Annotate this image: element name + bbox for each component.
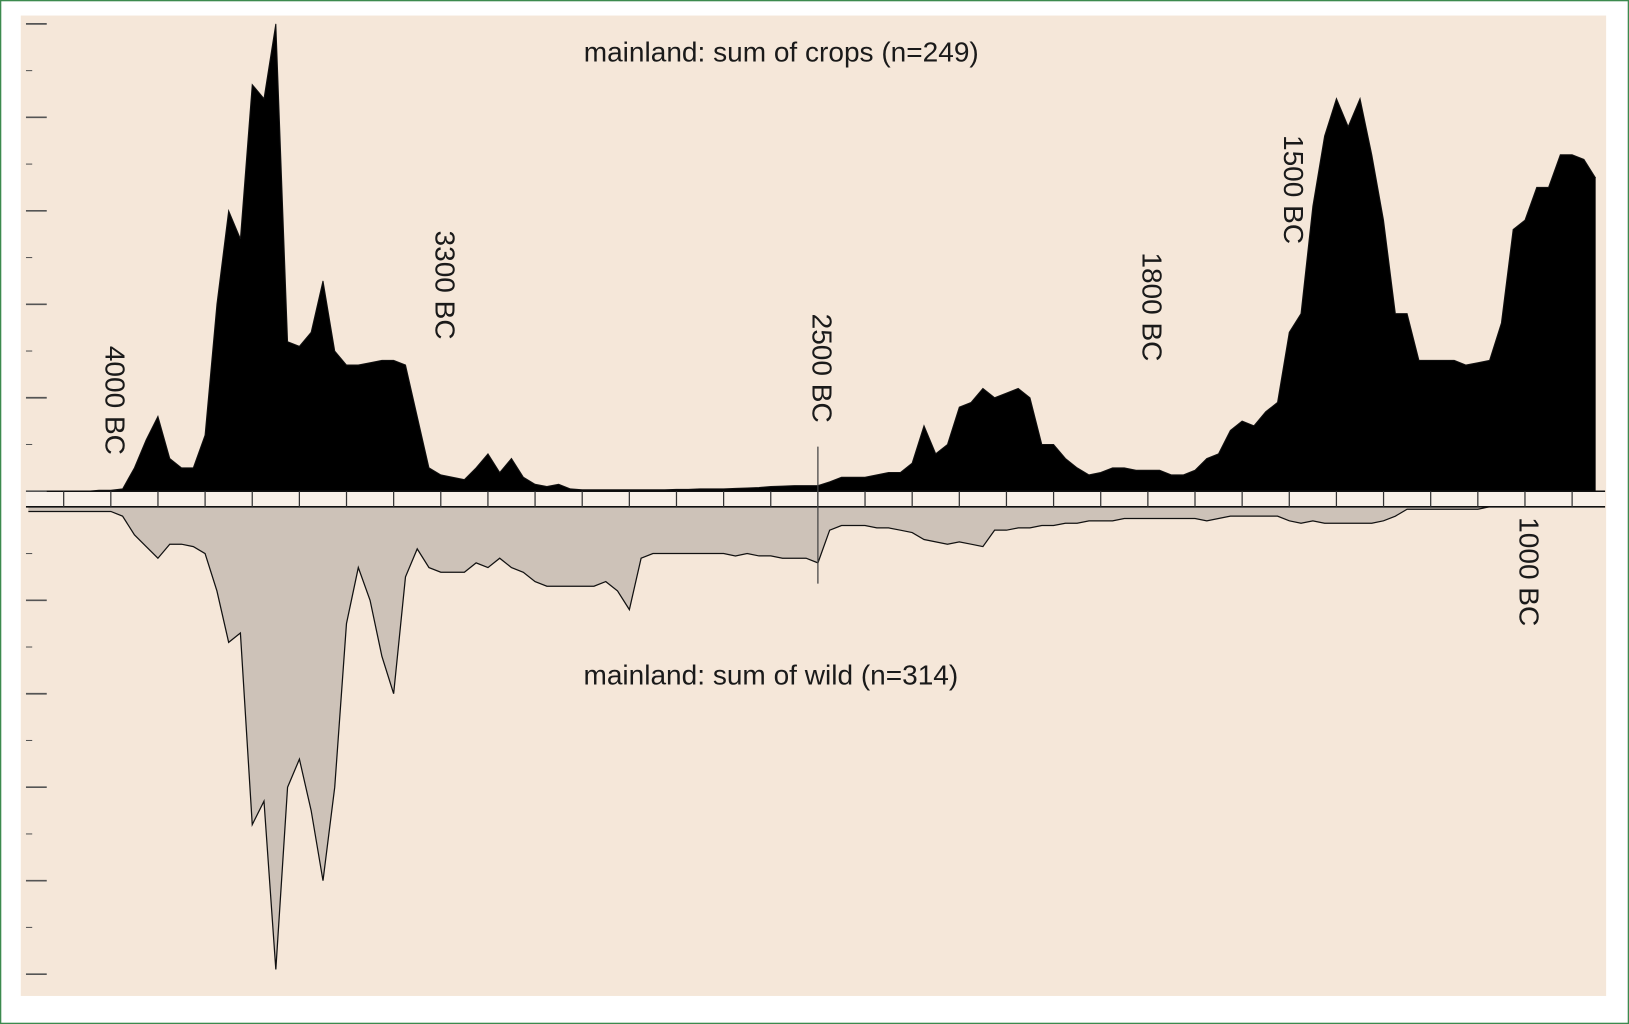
area-fill [28,23,1596,492]
plot: 4000 BC 3300 BC 2500 BC 1800 BC 1500 BC 1000 … [25,23,1606,975]
x-tick-label: 1500 BC [1278,135,1309,244]
x-tick-label: 4000 BC [99,346,130,455]
series-title: mainland: sum of wild (n=314) [583,660,958,691]
x-tick-label: 3300 BC [429,231,460,340]
x-tick-label: 1000 BC [1514,517,1545,626]
area-outline [28,23,1597,492]
area-outline [28,506,1596,970]
x-tick-label: 2500 BC [807,314,838,423]
series-title: mainland: sum of crops (n=249) [584,36,979,67]
x-tick-label: 1800 BC [1137,252,1168,361]
time-strip [25,491,1606,507]
